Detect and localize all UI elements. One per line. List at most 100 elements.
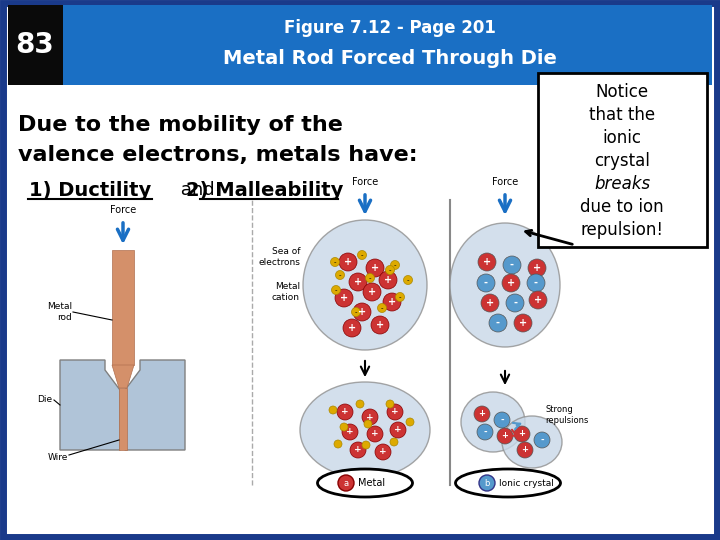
Text: Strong
repulsions: Strong repulsions — [545, 406, 588, 424]
Circle shape — [343, 319, 361, 337]
Text: -: - — [334, 259, 336, 265]
Circle shape — [366, 273, 374, 282]
Text: +: + — [368, 287, 376, 297]
Text: -: - — [361, 252, 364, 258]
Circle shape — [403, 275, 413, 285]
Text: -: - — [496, 318, 500, 328]
Text: +: + — [344, 257, 352, 267]
Text: +: + — [354, 277, 362, 287]
Circle shape — [383, 293, 401, 311]
Text: -: - — [510, 260, 514, 270]
Circle shape — [379, 271, 397, 289]
Circle shape — [479, 475, 495, 491]
Circle shape — [502, 274, 520, 292]
Text: +: + — [372, 429, 379, 438]
Circle shape — [366, 259, 384, 277]
Text: -: - — [389, 267, 391, 273]
Circle shape — [497, 428, 513, 444]
Circle shape — [349, 273, 367, 291]
Ellipse shape — [450, 223, 560, 347]
Circle shape — [351, 307, 361, 316]
Circle shape — [477, 274, 495, 292]
Text: +: + — [483, 257, 491, 267]
Text: ionic: ionic — [603, 129, 642, 147]
Text: +: + — [486, 298, 494, 308]
Text: Metal Rod Forced Through Die: Metal Rod Forced Through Die — [223, 49, 557, 68]
Circle shape — [334, 440, 342, 448]
Circle shape — [534, 432, 550, 448]
Text: Force: Force — [110, 205, 136, 215]
Circle shape — [395, 293, 405, 301]
Text: Metal
cation: Metal cation — [272, 282, 300, 302]
Circle shape — [340, 423, 348, 431]
Text: +: + — [391, 408, 399, 416]
Circle shape — [363, 283, 381, 301]
Text: Notice: Notice — [595, 83, 649, 101]
Circle shape — [337, 404, 353, 420]
Ellipse shape — [461, 392, 525, 452]
Ellipse shape — [318, 469, 413, 497]
Text: -: - — [335, 287, 337, 293]
Ellipse shape — [300, 382, 430, 478]
Text: +: + — [371, 263, 379, 273]
Circle shape — [489, 314, 507, 332]
Text: -: - — [407, 277, 409, 283]
Text: -: - — [338, 272, 341, 278]
Circle shape — [390, 260, 400, 269]
Text: +: + — [521, 446, 528, 455]
Circle shape — [364, 420, 372, 428]
Text: +: + — [379, 448, 387, 456]
Polygon shape — [112, 365, 134, 388]
Circle shape — [527, 274, 545, 292]
Circle shape — [386, 400, 394, 408]
Text: +: + — [533, 263, 541, 273]
Circle shape — [356, 400, 364, 408]
Ellipse shape — [456, 469, 560, 497]
Circle shape — [339, 253, 357, 271]
Text: +: + — [519, 318, 527, 328]
Text: +: + — [354, 446, 362, 455]
Circle shape — [342, 424, 358, 440]
Text: -: - — [534, 278, 538, 288]
Text: +: + — [340, 293, 348, 303]
Text: crystal: crystal — [594, 152, 650, 170]
Circle shape — [506, 294, 524, 312]
Text: +: + — [502, 431, 508, 441]
Ellipse shape — [303, 220, 427, 350]
Text: -: - — [369, 275, 372, 281]
Circle shape — [338, 475, 354, 491]
Circle shape — [385, 266, 395, 274]
Circle shape — [329, 406, 337, 414]
Circle shape — [390, 438, 398, 446]
Circle shape — [529, 291, 547, 309]
Circle shape — [503, 256, 521, 274]
Text: Due to the mobility of the: Due to the mobility of the — [18, 115, 343, 135]
Circle shape — [387, 404, 403, 420]
Circle shape — [362, 409, 378, 425]
Circle shape — [358, 251, 366, 260]
Text: Sea of
electrons: Sea of electrons — [258, 247, 300, 267]
Circle shape — [528, 259, 546, 277]
Text: +: + — [388, 297, 396, 307]
Text: Force: Force — [352, 177, 378, 187]
Bar — [8, 85, 712, 532]
Text: -: - — [399, 294, 401, 300]
Bar — [112, 250, 134, 365]
Circle shape — [330, 258, 340, 267]
Text: +: + — [518, 429, 526, 438]
Circle shape — [331, 286, 341, 294]
Circle shape — [406, 418, 414, 426]
Bar — [119, 388, 127, 450]
Text: +: + — [384, 275, 392, 285]
Text: Ionic crystal: Ionic crystal — [499, 478, 554, 488]
Circle shape — [517, 442, 533, 458]
Text: +: + — [366, 413, 374, 422]
Text: Wire: Wire — [48, 454, 68, 462]
FancyBboxPatch shape — [538, 73, 707, 247]
Bar — [8, 5, 712, 85]
Text: -: - — [484, 278, 488, 288]
Circle shape — [335, 289, 353, 307]
Circle shape — [362, 441, 370, 449]
Ellipse shape — [502, 416, 562, 468]
Text: 83: 83 — [16, 31, 55, 59]
